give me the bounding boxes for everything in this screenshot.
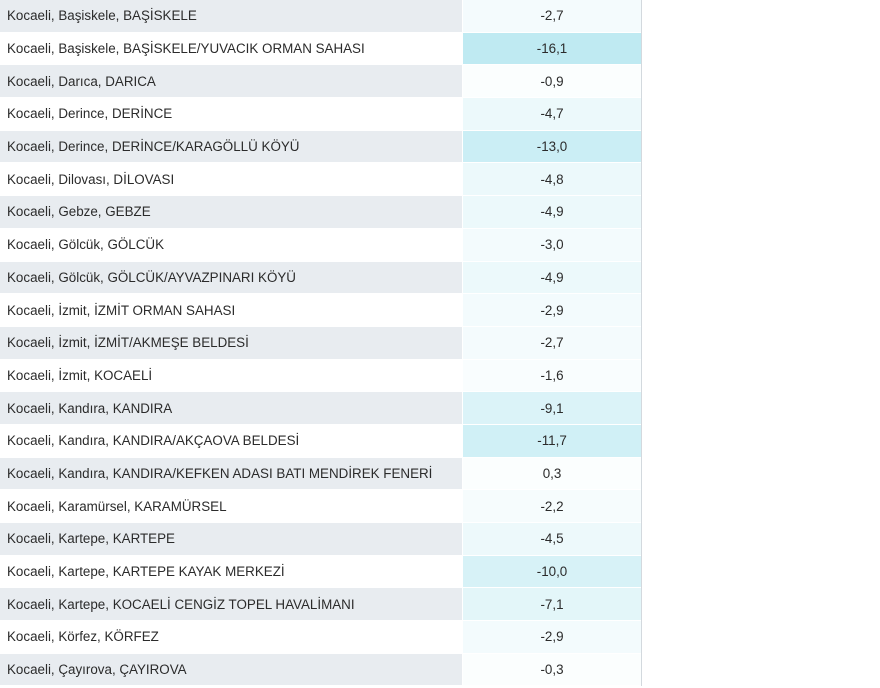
station-name-cell: Kocaeli, Başiskele, BAŞİSKELE	[0, 0, 462, 32]
table-row: Kocaeli, İzmit, İZMİT ORMAN SAHASI -2,9	[0, 294, 641, 327]
value-cell: -2,7	[463, 326, 641, 359]
station-name-cell: Kocaeli, Derince, DERİNCE/KARAGÖLLÜ KÖYÜ	[0, 130, 462, 163]
value-cell: -13,0	[463, 130, 641, 163]
station-name-cell: Kocaeli, Kandıra, KANDIRA/KEFKEN ADASI B…	[0, 457, 462, 490]
station-name-cell: Kocaeli, Gölcük, GÖLCÜK	[0, 228, 462, 261]
table-row: Kocaeli, Gölcük, GÖLCÜK/AYVAZPINARI KÖYÜ…	[0, 261, 641, 295]
table-row: Kocaeli, Başiskele, BAŞİSKELE -2,7	[0, 0, 641, 33]
value-cell: -2,9	[463, 621, 641, 653]
table-row: Kocaeli, Kandıra, KANDIRA/KEFKEN ADASI B…	[0, 457, 641, 491]
station-name-cell: Kocaeli, Derince, DERİNCE	[0, 98, 462, 130]
value-cell: -0,3	[463, 653, 641, 686]
table-row: Kocaeli, Kartepe, KARTEPE KAYAK MERKEZİ …	[0, 555, 641, 589]
value-cell: -9,1	[463, 392, 641, 424]
value-cell: -4,7	[463, 98, 641, 130]
station-name-cell: Kocaeli, Kandıra, KANDIRA/AKÇAOVA BELDES…	[0, 424, 462, 457]
station-name-cell: Kocaeli, İzmit, İZMİT ORMAN SAHASI	[0, 294, 462, 326]
value-cell: -16,1	[463, 32, 641, 65]
station-name-cell: Kocaeli, Körfez, KÖRFEZ	[0, 621, 462, 653]
table-row: Kocaeli, Kartepe, KARTEPE -4,5	[0, 523, 641, 556]
temperature-table: Kocaeli, Başiskele, BAŞİSKELE -2,7 Kocae…	[0, 0, 642, 687]
station-name-cell: Kocaeli, Darıca, DARICA	[0, 65, 462, 98]
value-cell: -2,2	[463, 490, 641, 522]
table-row: Kocaeli, Körfez, KÖRFEZ -2,9	[0, 621, 641, 654]
value-cell: 0,3	[463, 457, 641, 490]
table-row: Kocaeli, Kartepe, KOCAELİ CENGİZ TOPEL H…	[0, 588, 641, 622]
station-name-cell: Kocaeli, Dilovası, DİLOVASI	[0, 163, 462, 196]
station-name-cell: Kocaeli, Gebze, GEBZE	[0, 196, 462, 228]
value-cell: -2,9	[463, 294, 641, 326]
station-name-cell: Kocaeli, Kartepe, KARTEPE	[0, 523, 462, 555]
table-row: Kocaeli, Dilovası, DİLOVASI -4,8	[0, 163, 641, 197]
station-name-cell: Kocaeli, Kartepe, KOCAELİ CENGİZ TOPEL H…	[0, 588, 462, 621]
table-row: Kocaeli, Karamürsel, KARAMÜRSEL -2,2	[0, 490, 641, 523]
value-cell: -3,0	[463, 228, 641, 261]
value-cell: -4,8	[463, 163, 641, 196]
value-cell: -10,0	[463, 555, 641, 588]
station-name-cell: Kocaeli, Çayırova, ÇAYIROVA	[0, 653, 462, 686]
table-row: Kocaeli, Çayırova, ÇAYIROVA -0,3	[0, 653, 641, 687]
station-name-cell: Kocaeli, Karamürsel, KARAMÜRSEL	[0, 490, 462, 522]
value-cell: -4,9	[463, 196, 641, 228]
value-cell: -1,6	[463, 359, 641, 392]
table-row: Kocaeli, Başiskele, BAŞİSKELE/YUVACIK OR…	[0, 32, 641, 66]
station-name-cell: Kocaeli, Başiskele, BAŞİSKELE/YUVACIK OR…	[0, 32, 462, 65]
value-cell: -11,7	[463, 424, 641, 457]
value-cell: -2,7	[463, 0, 641, 32]
table-row: Kocaeli, Gölcük, GÖLCÜK -3,0	[0, 228, 641, 262]
table-row: Kocaeli, Derince, DERİNCE -4,7	[0, 98, 641, 131]
table-row: Kocaeli, Kandıra, KANDIRA -9,1	[0, 392, 641, 425]
station-name-cell: Kocaeli, Gölcük, GÖLCÜK/AYVAZPINARI KÖYÜ	[0, 261, 462, 294]
table-row: Kocaeli, Gebze, GEBZE -4,9	[0, 196, 641, 229]
value-cell: -4,9	[463, 261, 641, 294]
table-row: Kocaeli, Kandıra, KANDIRA/AKÇAOVA BELDES…	[0, 424, 641, 458]
station-name-cell: Kocaeli, İzmit, KOCAELİ	[0, 359, 462, 392]
value-cell: -4,5	[463, 523, 641, 555]
station-name-cell: Kocaeli, Kartepe, KARTEPE KAYAK MERKEZİ	[0, 555, 462, 588]
station-name-cell: Kocaeli, Kandıra, KANDIRA	[0, 392, 462, 424]
station-name-cell: Kocaeli, İzmit, İZMİT/AKMEŞE BELDESİ	[0, 326, 462, 359]
value-cell: -7,1	[463, 588, 641, 621]
table-row: Kocaeli, İzmit, KOCAELİ -1,6	[0, 359, 641, 393]
value-cell: -0,9	[463, 65, 641, 98]
table-row: Kocaeli, İzmit, İZMİT/AKMEŞE BELDESİ -2,…	[0, 326, 641, 360]
table-row: Kocaeli, Derince, DERİNCE/KARAGÖLLÜ KÖYÜ…	[0, 130, 641, 164]
table-row: Kocaeli, Darıca, DARICA -0,9	[0, 65, 641, 99]
